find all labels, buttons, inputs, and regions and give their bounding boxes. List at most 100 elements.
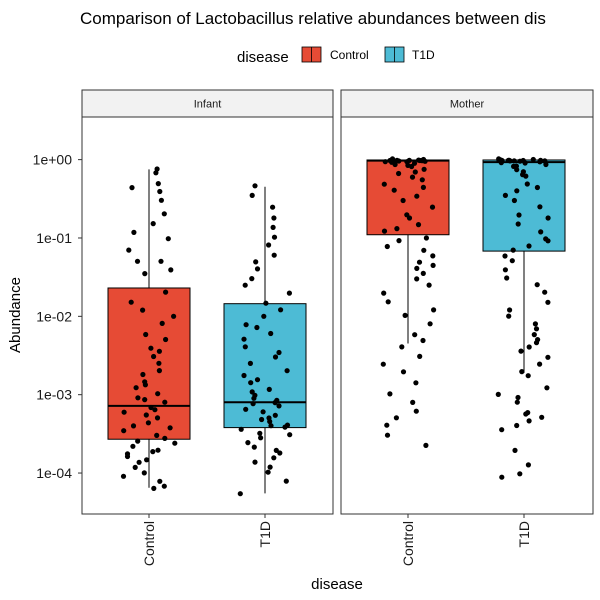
point-infant-control — [157, 188, 163, 195]
point-mother-t1d — [537, 361, 543, 367]
point-mother-control — [412, 169, 418, 175]
point-mother-t1d — [510, 163, 517, 169]
point-infant-t1d — [254, 377, 261, 383]
point-mother-t1d — [543, 161, 549, 168]
point-infant-t1d — [272, 412, 278, 418]
legend-label-t1d: T1D — [412, 48, 435, 62]
point-infant-control — [120, 473, 127, 479]
point-mother-control — [409, 163, 415, 170]
point-infant-control — [132, 464, 138, 470]
point-mother-control — [384, 243, 390, 250]
point-infant-control — [148, 345, 154, 351]
point-mother-t1d — [537, 204, 543, 210]
point-infant-t1d — [265, 469, 271, 475]
point-infant-control — [142, 382, 148, 388]
point-infant-control — [133, 385, 139, 391]
point-mother-t1d — [533, 326, 540, 332]
x-axis-title: disease — [311, 576, 363, 593]
x-tick-label-mother-t1d: T1D — [516, 521, 532, 547]
point-mother-control — [385, 299, 391, 305]
point-mother-control — [420, 337, 426, 344]
point-mother-control — [381, 290, 387, 296]
point-infant-t1d — [254, 324, 260, 331]
y-tick-label: 1e-04 — [36, 465, 72, 481]
point-mother-t1d — [502, 253, 508, 259]
point-infant-control — [151, 353, 157, 360]
point-infant-control — [161, 211, 167, 217]
box-infant-t1d — [223, 186, 307, 494]
point-mother-control — [414, 276, 420, 282]
point-mother-control — [400, 369, 407, 375]
point-infant-control — [124, 453, 131, 460]
point-infant-t1d — [268, 423, 274, 429]
point-mother-control — [420, 184, 426, 190]
box-body — [366, 159, 450, 236]
point-mother-t1d — [531, 332, 537, 338]
point-mother-control — [416, 259, 423, 265]
point-infant-control — [158, 258, 164, 264]
point-mother-control — [431, 307, 437, 313]
point-infant-control — [143, 331, 149, 338]
point-infant-control — [121, 409, 127, 415]
point-infant-t1d — [271, 215, 277, 221]
point-infant-control — [156, 368, 162, 374]
legend-entry-t1d: T1D — [384, 46, 435, 63]
point-infant-control — [142, 271, 148, 277]
point-infant-t1d — [271, 252, 277, 258]
point-infant-control — [130, 443, 136, 449]
point-infant-control — [163, 336, 169, 343]
x-tick-label-mother-control: Control — [400, 521, 416, 566]
point-mother-control — [421, 166, 427, 172]
point-mother-t1d — [525, 462, 532, 468]
point-mother-t1d — [524, 181, 530, 187]
point-infant-t1d — [267, 464, 273, 470]
point-infant-control — [130, 423, 137, 429]
point-infant-t1d — [258, 435, 264, 441]
point-infant-t1d — [266, 386, 272, 392]
y-tick-label: 1e-02 — [36, 308, 72, 324]
point-infant-control — [141, 470, 147, 476]
point-mother-control — [387, 391, 393, 397]
point-mother-t1d — [509, 258, 515, 264]
point-infant-control — [134, 258, 141, 264]
point-infant-control — [152, 407, 158, 413]
point-infant-t1d — [237, 491, 243, 497]
point-infant-t1d — [287, 432, 293, 438]
point-mother-t1d — [544, 385, 550, 391]
point-infant-control — [159, 320, 165, 326]
point-infant-t1d — [252, 183, 258, 189]
point-mother-t1d — [545, 354, 551, 360]
point-mother-control — [409, 174, 416, 180]
point-mother-control — [392, 161, 398, 168]
point-infant-control — [163, 289, 169, 295]
point-infant-control — [153, 170, 159, 176]
point-mother-t1d — [519, 369, 525, 375]
point-infant-control — [121, 428, 127, 434]
point-mother-control — [381, 181, 387, 187]
facet-strip-infant-bg — [81, 89, 334, 118]
point-infant-control — [140, 307, 146, 313]
point-infant-t1d — [272, 400, 278, 406]
point-infant-control — [165, 236, 171, 242]
point-mother-t1d — [514, 422, 520, 429]
point-mother-t1d — [523, 411, 529, 417]
point-mother-t1d — [526, 243, 532, 249]
point-mother-t1d — [507, 307, 513, 313]
point-mother-t1d — [526, 344, 532, 350]
point-mother-control — [384, 422, 390, 428]
point-mother-t1d — [504, 275, 510, 281]
point-mother-t1d — [517, 158, 523, 164]
point-mother-t1d — [545, 238, 551, 244]
point-infant-t1d — [249, 192, 255, 198]
point-infant-t1d — [260, 409, 266, 415]
x-axis: Control T1D Control T1D — [141, 521, 532, 566]
chart-marks — [78, 156, 566, 518]
point-mother-t1d — [514, 188, 520, 194]
point-infant-control — [140, 371, 146, 378]
y-axis: 1e-04 1e-03 1e-02 1e-01 1e+00 — [33, 152, 73, 481]
point-mother-t1d — [525, 373, 531, 379]
point-infant-control — [148, 404, 154, 411]
point-mother-control — [421, 247, 427, 253]
point-infant-control — [154, 415, 161, 421]
